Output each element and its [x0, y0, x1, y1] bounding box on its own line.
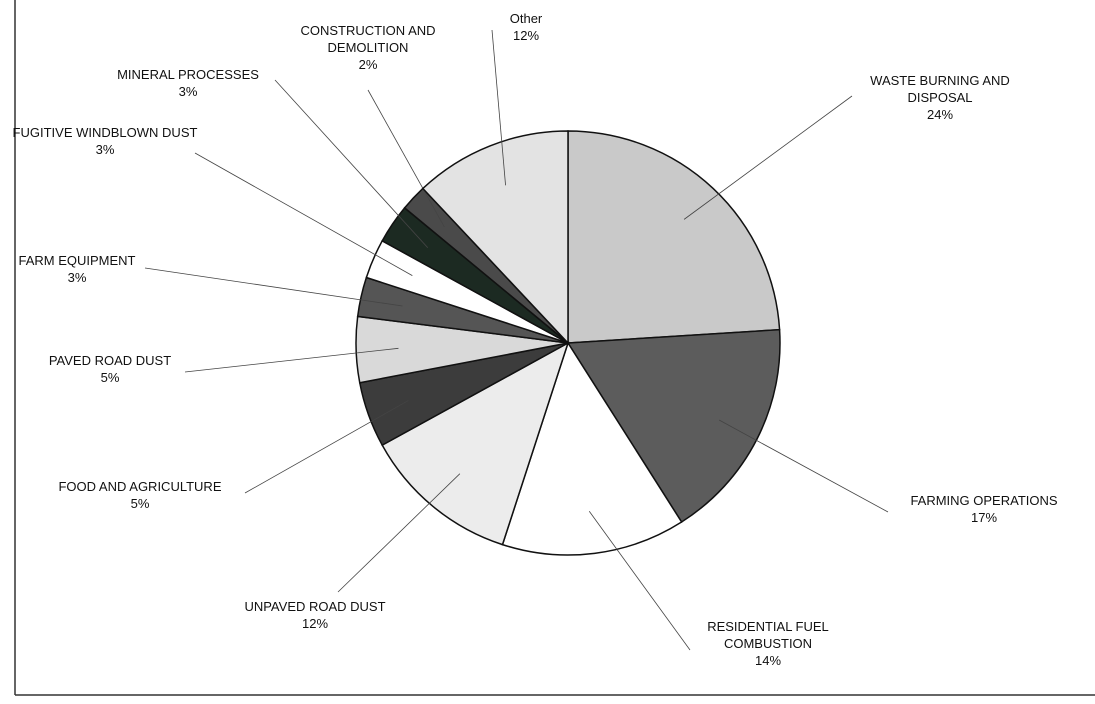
category-label: UNPAVED ROAD DUST	[244, 599, 386, 614]
leader-line	[144, 267, 403, 307]
value-label: 5%	[100, 370, 120, 385]
value-label: 3%	[178, 84, 198, 99]
category-label: RESIDENTIAL FUEL COMBUSTION	[707, 619, 829, 651]
slice-label: CONSTRUCTION AND DEMOLITION 2%	[273, 22, 463, 73]
category-label: FARM EQUIPMENT	[18, 253, 136, 268]
category-label: Other	[509, 11, 543, 26]
leader-line	[184, 347, 399, 373]
pie-slice	[381, 341, 570, 546]
value-label: 5%	[130, 496, 150, 511]
slice-label: FUGITIVE WINDBLOWN DUST 3%	[10, 124, 200, 158]
leader-line	[718, 419, 889, 513]
value-label: 12%	[512, 28, 540, 43]
pie-slice	[501, 341, 683, 556]
pie-slice	[421, 130, 569, 345]
leader-line	[367, 89, 445, 228]
value-label: 3%	[95, 142, 115, 157]
pie-slice	[566, 328, 781, 524]
category-label: PAVED ROAD DUST	[48, 353, 172, 368]
slice-label: MINERAL PROCESSES 3%	[93, 66, 283, 100]
leader-line	[244, 400, 409, 494]
slice-label: FOOD AND AGRICULTURE 5%	[30, 478, 250, 512]
leader-line	[491, 29, 506, 186]
value-label: 24%	[926, 107, 954, 122]
leader-line	[683, 95, 853, 220]
value-label: 17%	[970, 510, 998, 525]
category-label: FUGITIVE WINDBLOWN DUST	[12, 125, 198, 140]
leader-line	[588, 511, 691, 651]
pie-slice	[567, 130, 781, 344]
category-label: FARMING OPERATIONS	[910, 493, 1058, 508]
slice-label: UNPAVED ROAD DUST 12%	[220, 598, 410, 632]
category-label: MINERAL PROCESSES	[117, 67, 259, 82]
leader-line	[337, 473, 461, 593]
slice-label: Other 12%	[496, 10, 556, 44]
leader-line	[194, 152, 413, 276]
value-label: 2%	[358, 57, 378, 72]
value-label: 12%	[301, 616, 329, 631]
slice-label: WASTE BURNING AND DISPOSAL 24%	[865, 72, 1015, 123]
slice-label: PAVED ROAD DUST 5%	[15, 352, 205, 386]
slice-label: RESIDENTIAL FUEL COMBUSTION 14%	[693, 618, 843, 669]
slice-label: FARM EQUIPMENT 3%	[0, 252, 157, 286]
category-label: WASTE BURNING AND DISPOSAL	[870, 73, 1010, 105]
slice-label: FARMING OPERATIONS 17%	[889, 492, 1079, 526]
category-label: FOOD AND AGRICULTURE	[58, 479, 222, 494]
leader-line	[274, 79, 429, 248]
value-label: 14%	[754, 653, 782, 668]
value-label: 3%	[67, 270, 87, 285]
category-label: CONSTRUCTION AND DEMOLITION	[300, 23, 436, 55]
